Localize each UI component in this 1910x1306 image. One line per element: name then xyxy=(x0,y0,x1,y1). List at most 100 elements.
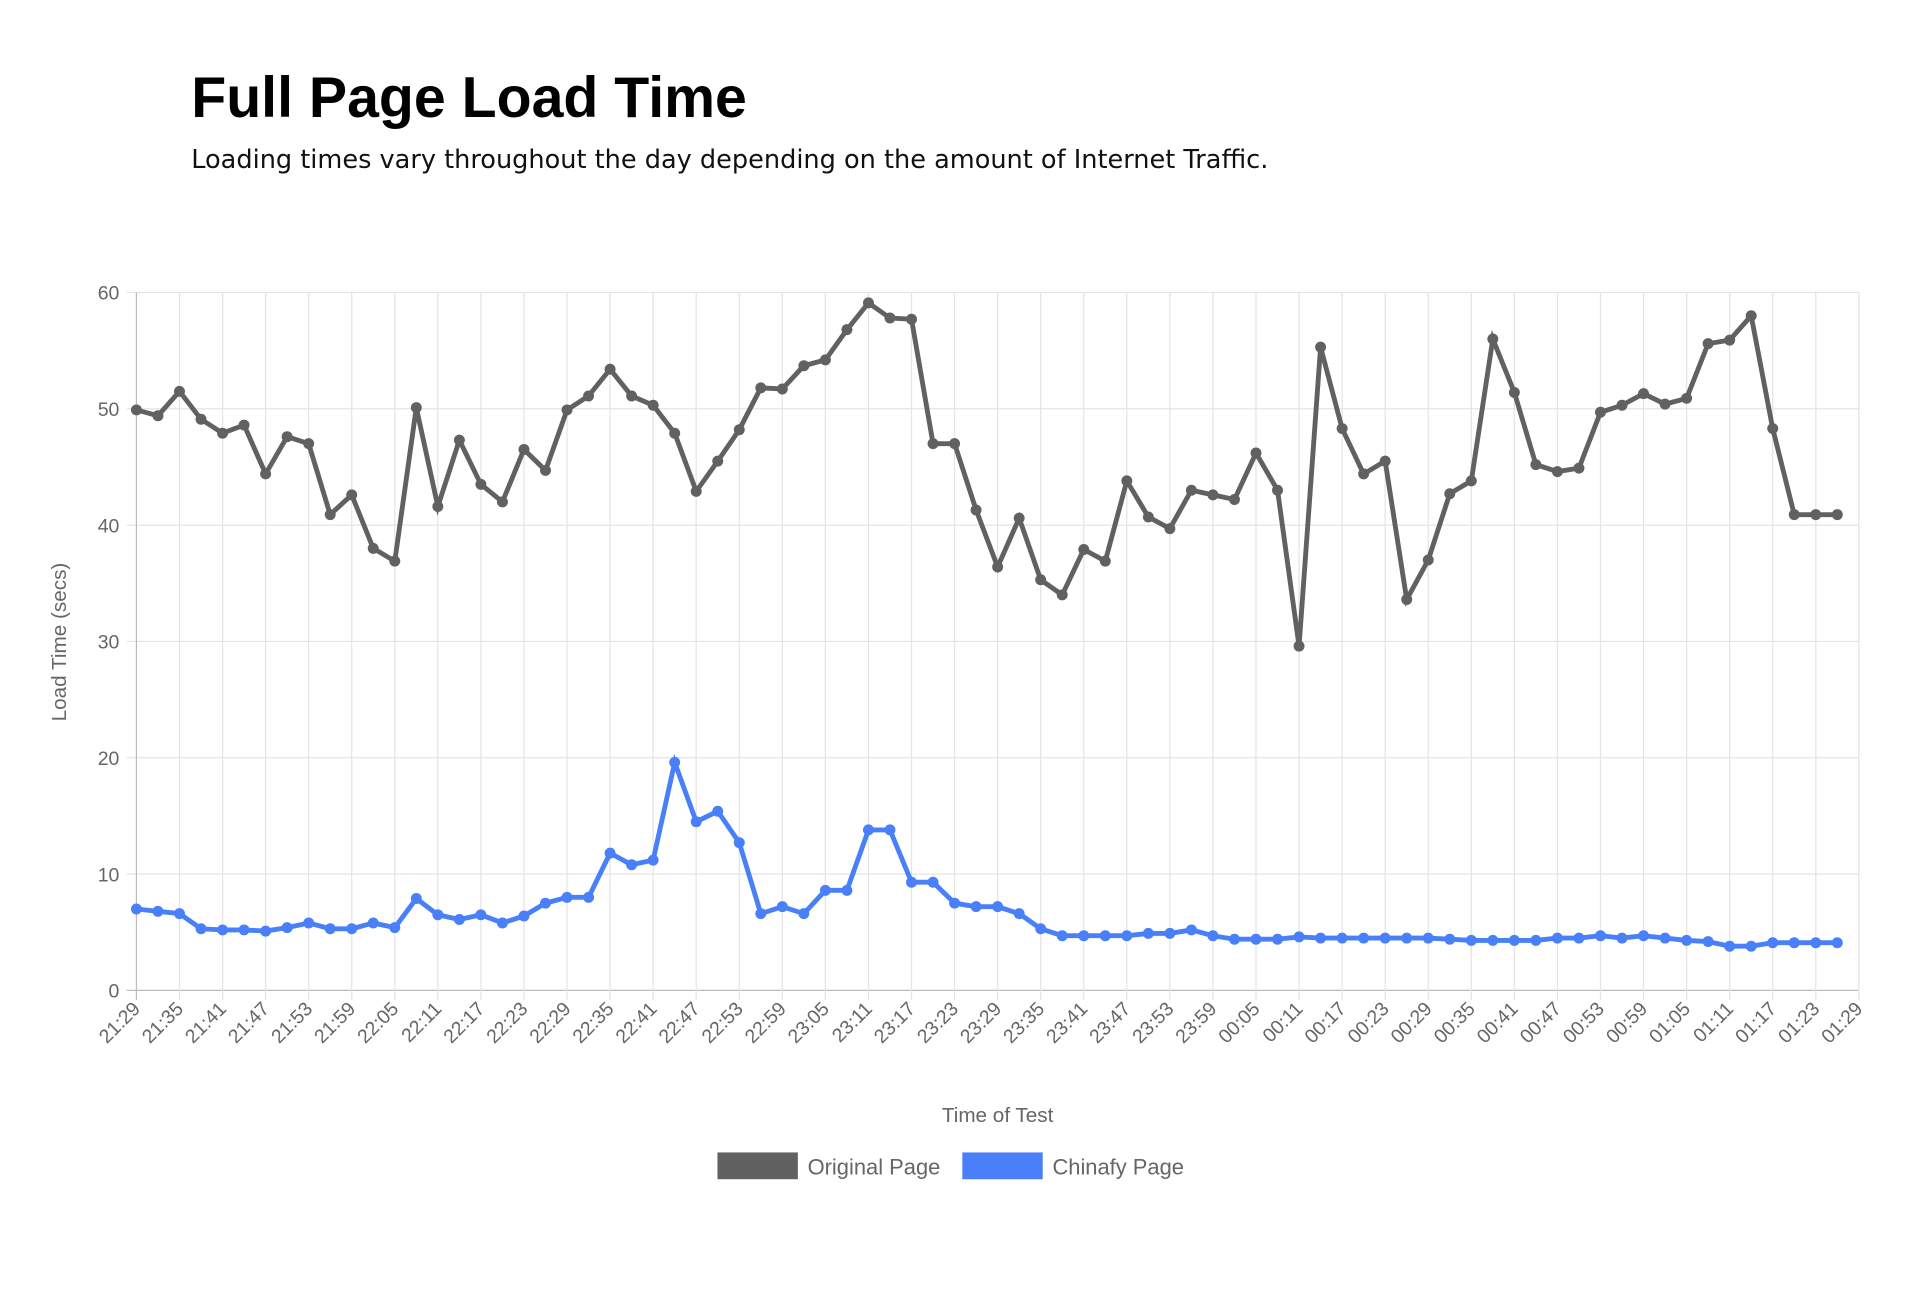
data-point xyxy=(992,901,1004,913)
data-point xyxy=(647,399,659,411)
x-tick-label: 01:11 xyxy=(1689,998,1738,1047)
x-tick-label: 21:41 xyxy=(181,998,231,1048)
data-point xyxy=(174,385,185,397)
data-point xyxy=(324,923,336,935)
y-tick-label: 20 xyxy=(98,748,120,770)
legend: Original Page Chinafy Page xyxy=(717,1152,1184,1179)
data-point xyxy=(389,922,401,934)
data-point xyxy=(1465,475,1477,487)
data-point xyxy=(238,924,250,936)
data-point xyxy=(1293,640,1305,652)
data-point xyxy=(755,382,767,394)
series-line xyxy=(135,299,1838,647)
x-tick-label: 23:11 xyxy=(828,998,877,1047)
data-point xyxy=(540,464,551,476)
series-line xyxy=(136,753,1838,949)
data-point xyxy=(1788,937,1800,949)
y-tick-label: 0 xyxy=(109,981,120,1003)
data-point xyxy=(1315,932,1327,944)
data-point xyxy=(1767,423,1779,435)
data-point xyxy=(819,884,831,896)
data-point xyxy=(1745,940,1757,952)
data-point xyxy=(1228,494,1240,505)
legend-item-original[interactable]: Original Page xyxy=(717,1152,940,1179)
data-point xyxy=(884,312,896,324)
x-tick-label: 22:53 xyxy=(698,998,748,1048)
data-point xyxy=(1573,462,1585,474)
data-point xyxy=(346,923,358,935)
x-tick-label: 23:23 xyxy=(913,998,963,1048)
x-tick-label: 00:29 xyxy=(1387,998,1437,1048)
legend-swatch-chinafy xyxy=(962,1152,1043,1180)
data-point xyxy=(1358,468,1370,480)
x-tick-label: 21:47 xyxy=(224,998,274,1048)
legend-swatch-original xyxy=(717,1152,798,1180)
x-tick-label: 00:59 xyxy=(1602,998,1652,1048)
data-point xyxy=(1185,924,1197,936)
data-point xyxy=(1336,932,1348,944)
data-point xyxy=(1035,923,1047,935)
data-point xyxy=(195,413,207,425)
data-point xyxy=(927,438,939,450)
series-original-page xyxy=(130,297,1843,652)
data-point xyxy=(1487,934,1499,946)
data-point xyxy=(755,908,767,920)
data-point xyxy=(1315,341,1327,353)
data-point xyxy=(1121,475,1133,487)
data-point xyxy=(1035,574,1047,586)
data-point xyxy=(130,903,142,915)
data-point xyxy=(1724,940,1736,952)
data-point xyxy=(453,434,465,446)
data-point xyxy=(819,354,831,366)
data-point xyxy=(604,847,616,859)
data-point xyxy=(195,923,207,935)
x-tick-label: 21:29 xyxy=(95,998,145,1048)
data-point xyxy=(1508,934,1520,946)
data-point xyxy=(1358,932,1370,944)
data-point xyxy=(1422,554,1434,566)
data-point xyxy=(1745,310,1757,322)
data-point xyxy=(841,324,853,336)
data-point xyxy=(798,360,810,372)
x-tick-label: 23:35 xyxy=(999,998,1049,1048)
legend-label-chinafy: Chinafy Page xyxy=(1052,1154,1184,1179)
x-tick-label: 23:17 xyxy=(870,998,920,1048)
data-point xyxy=(1638,930,1650,942)
data-point xyxy=(496,917,508,929)
data-point xyxy=(130,404,142,416)
y-tick-label: 30 xyxy=(98,632,120,654)
data-point xyxy=(1702,338,1714,350)
data-point xyxy=(733,424,745,436)
data-point xyxy=(647,854,659,866)
data-point xyxy=(1659,932,1671,944)
legend-item-chinafy[interactable]: Chinafy Page xyxy=(962,1152,1184,1179)
data-point xyxy=(1228,933,1240,945)
x-tick-label: 00:11 xyxy=(1258,998,1307,1047)
data-point xyxy=(1078,544,1090,556)
x-tick-label: 21:53 xyxy=(267,998,317,1048)
data-point xyxy=(626,859,638,871)
data-point xyxy=(776,383,788,395)
legend-label-original: Original Page xyxy=(808,1154,941,1179)
data-point xyxy=(174,908,185,920)
data-point xyxy=(1056,589,1068,601)
data-point xyxy=(1616,932,1628,944)
data-point xyxy=(496,496,508,508)
data-point xyxy=(690,485,702,497)
data-point xyxy=(410,402,422,414)
data-point xyxy=(927,876,939,888)
data-point xyxy=(1142,927,1154,939)
data-point xyxy=(776,901,788,913)
x-tick-label: 00:17 xyxy=(1301,998,1351,1048)
x-tick-label: 23:05 xyxy=(784,998,834,1048)
data-point xyxy=(583,390,595,402)
x-tick-label: 22:29 xyxy=(525,998,575,1048)
x-tick-label: 00:35 xyxy=(1430,998,1480,1048)
data-point xyxy=(367,542,379,554)
x-tick-label: 22:05 xyxy=(353,998,403,1048)
data-point xyxy=(1142,511,1154,523)
y-tick-label: 40 xyxy=(98,515,120,537)
data-point xyxy=(1013,908,1025,920)
x-tick-label: 23:41 xyxy=(1042,998,1092,1048)
